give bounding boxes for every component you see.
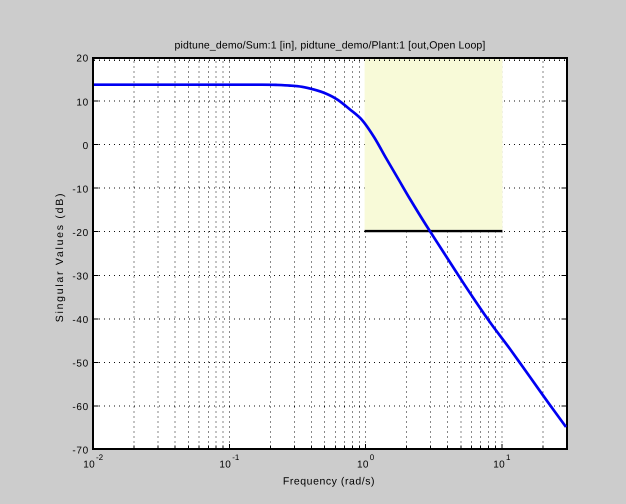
svg-text:0: 0 <box>83 141 89 152</box>
svg-text:-10: -10 <box>72 184 89 195</box>
svg-text:-60: -60 <box>72 402 89 413</box>
svg-text:20: 20 <box>76 54 89 65</box>
svg-text:10: 10 <box>76 97 89 108</box>
svg-text:pidtune_demo/Sum:1 [in], pidtu: pidtune_demo/Sum:1 [in], pidtune_demo/Pl… <box>175 40 486 52</box>
svg-text:-70: -70 <box>72 446 89 457</box>
svg-text:10: 10 <box>83 459 95 470</box>
svg-text:10: 10 <box>219 459 231 470</box>
svg-text:-1: -1 <box>232 453 240 462</box>
svg-text:-30: -30 <box>72 272 89 283</box>
svg-text:1: 1 <box>506 453 511 462</box>
svg-text:10: 10 <box>493 459 505 470</box>
svg-text:Singular Values (dB): Singular Values (dB) <box>54 192 66 323</box>
svg-text:-50: -50 <box>72 359 89 370</box>
svg-text:-2: -2 <box>96 453 104 462</box>
svg-text:Frequency (rad/s): Frequency (rad/s) <box>283 476 375 488</box>
svg-text:-40: -40 <box>72 315 89 326</box>
svg-text:10: 10 <box>357 459 369 470</box>
svg-text:-20: -20 <box>72 228 89 239</box>
svg-text:0: 0 <box>370 453 375 462</box>
